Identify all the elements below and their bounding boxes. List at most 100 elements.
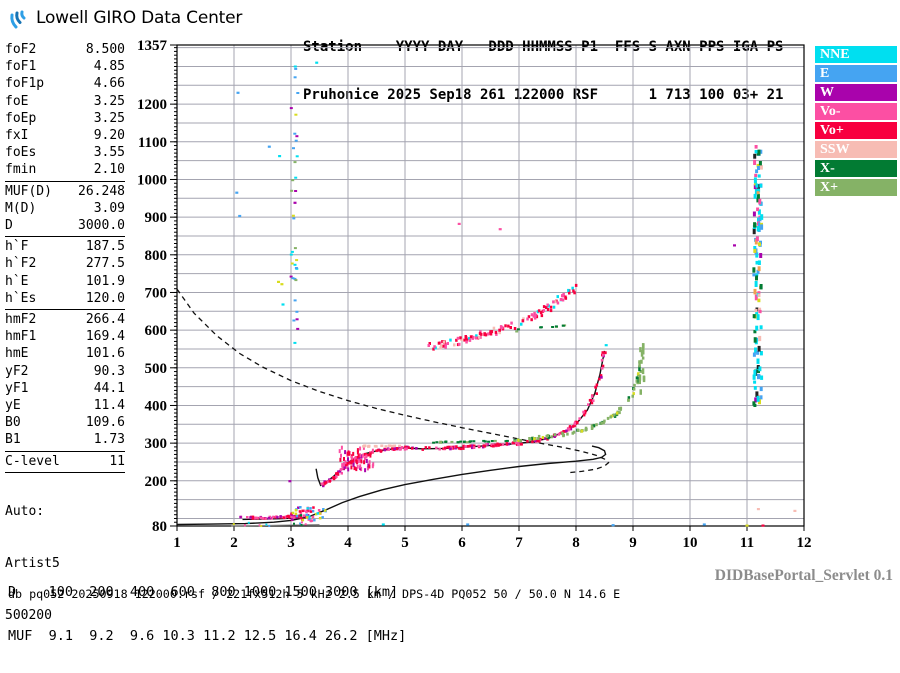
param-row-MD: M(D) 3.09 <box>5 200 125 217</box>
d-row: D 100 200 400 600 800 1000 1500 3000 [km… <box>8 584 399 600</box>
x-tick-label: 12 <box>797 535 812 551</box>
param-label: fmin <box>5 162 37 178</box>
scatter-points <box>232 61 797 527</box>
param-label: foE <box>5 93 29 109</box>
param-label: hmE <box>5 346 29 362</box>
x-tick-label: 5 <box>401 535 409 551</box>
legend-item-Vo+: Vo+ <box>815 122 897 139</box>
param-row-fmin: fmin 2.10 <box>5 161 125 178</box>
y-tick-label: 1100 <box>138 135 167 151</box>
y-tick-label: 700 <box>145 285 168 301</box>
echo-direction-legend: NNE E W Vo- Vo+ SSW X- X+ <box>815 46 897 198</box>
param-value: 277.5 <box>85 256 125 272</box>
legend-item-X+: X+ <box>815 179 897 196</box>
param-value: 26.248 <box>78 183 125 199</box>
param-row-hmE: hmE 101.6 <box>5 345 125 362</box>
param-row-D: D 3000.0 <box>5 217 125 234</box>
legend-item-E: E <box>815 65 897 82</box>
param-row-hmF2: hmF2 266.4 <box>5 311 125 328</box>
legend-item-NNE: NNE <box>815 46 897 63</box>
d-muf-table: D 100 200 400 600 800 1000 1500 3000 [km… <box>8 556 406 672</box>
plot-border <box>176 44 805 527</box>
param-row-Clevel: C-level 11 <box>5 453 125 470</box>
param-value: 3.25 <box>93 93 125 109</box>
param-label: h`E <box>5 273 29 289</box>
grid <box>177 45 804 526</box>
param-label: foF2 <box>5 42 37 57</box>
x-tick-label: 3 <box>287 535 295 551</box>
param-row-yF2: yF2 90.3 <box>5 363 125 380</box>
param-group-3: hmF2 266.4 hmF1 169.4 hmE 101.6 yF2 90.3 yF1 44.1… <box>5 309 125 451</box>
y-tick-label: 600 <box>145 323 168 339</box>
y-tick-label: 1000 <box>137 172 167 188</box>
param-label: B0 <box>5 415 21 431</box>
param-label: yF2 <box>5 363 29 379</box>
param-group-2: h`F 187.5 h`F2 277.5 h`E 101.9 h`Es 120.0 <box>5 236 125 309</box>
param-row-hF: h`F 187.5 <box>5 238 125 255</box>
param-value: 3000.0 <box>78 218 125 234</box>
param-row-yF1: yF1 44.1 <box>5 380 125 397</box>
param-row-foF1: foF1 4.85 <box>5 58 125 75</box>
param-group-0: foF2 8.500 foF1 4.85 foF1p 4.66 foE 3.25 foEp 3.2… <box>5 40 125 181</box>
param-row-foEp: foEp 3.25 <box>5 110 125 127</box>
param-value: 8.500 <box>85 42 125 57</box>
param-row-yE: yE 11.4 <box>5 397 125 414</box>
param-value: 266.4 <box>85 312 125 328</box>
legend-item-W: W <box>815 84 897 101</box>
param-row-foEs: foEs 3.55 <box>5 144 125 161</box>
param-label: h`F2 <box>5 256 37 272</box>
auto-scaler-name: Artist5 <box>5 556 60 572</box>
param-value: 4.85 <box>93 59 125 75</box>
legend-item-Vo-: Vo- <box>815 103 897 120</box>
param-value: 11.4 <box>93 398 125 414</box>
param-group-4: C-level 11 <box>5 450 125 473</box>
y-tick-label: 300 <box>145 436 168 452</box>
x-tick-label: 4 <box>344 535 352 551</box>
param-label: yF1 <box>5 380 29 396</box>
x-tick-label: 11 <box>740 535 754 551</box>
param-label: D <box>5 218 13 234</box>
param-label: hmF2 <box>5 312 37 328</box>
x-tick-label: 6 <box>458 535 466 551</box>
param-row-B0: B0 109.6 <box>5 414 125 431</box>
param-label: C-level <box>5 453 60 469</box>
param-value: 187.5 <box>85 239 125 255</box>
x-tick-label: 10 <box>683 535 698 551</box>
y-tick-label: 400 <box>145 398 168 414</box>
station-header-row1: Station YYYY DAY DDD HHMMSS P1 FFS S AXN… <box>303 39 784 55</box>
muf-transmission-curve <box>176 288 610 474</box>
param-label: foF1 <box>5 59 37 75</box>
servlet-watermark: DIDBasePortal_Servlet 0.1 <box>714 567 893 584</box>
param-value: 3.25 <box>93 110 125 126</box>
param-label: MUF(D) <box>5 183 52 199</box>
param-label: h`F <box>5 239 29 255</box>
muf-row: MUF 9.1 9.2 9.6 10.3 11.2 12.5 16.4 26.2… <box>8 627 407 644</box>
param-row-B1: B1 1.73 <box>5 431 125 448</box>
y-tick-label: 500 <box>145 361 168 377</box>
param-label: yE <box>5 398 21 414</box>
giro-logo: Lowell GIRO Data Center <box>8 6 242 30</box>
y-tick-label: 800 <box>145 248 168 264</box>
param-value: 169.4 <box>85 329 125 345</box>
param-label: foF1p <box>5 76 45 92</box>
param-label: h`Es <box>5 290 37 306</box>
param-value: 4.66 <box>93 76 125 92</box>
y-tick-label: 200 <box>145 474 168 490</box>
param-label: B1 <box>5 432 21 448</box>
param-value: 90.3 <box>93 363 125 379</box>
param-row-foF2: foF2 8.500 <box>5 41 125 58</box>
param-label: foEs <box>5 145 37 161</box>
legend-item-X-: X- <box>815 160 897 177</box>
x-tick-label: 7 <box>515 535 523 551</box>
param-row-hE: h`E 101.9 <box>5 273 125 290</box>
x-tick-label: 9 <box>629 535 637 551</box>
param-value: 101.9 <box>85 273 125 289</box>
x-tick-label: 8 <box>572 535 580 551</box>
param-value: 44.1 <box>93 380 125 396</box>
y-tick-label: 80 <box>152 519 167 535</box>
y-tick-label: 1200 <box>137 97 167 113</box>
param-row-foF1p: foF1p 4.66 <box>5 75 125 92</box>
param-value: 2.10 <box>93 162 125 178</box>
param-value: 3.09 <box>93 200 125 216</box>
param-label: M(D) <box>5 200 37 216</box>
